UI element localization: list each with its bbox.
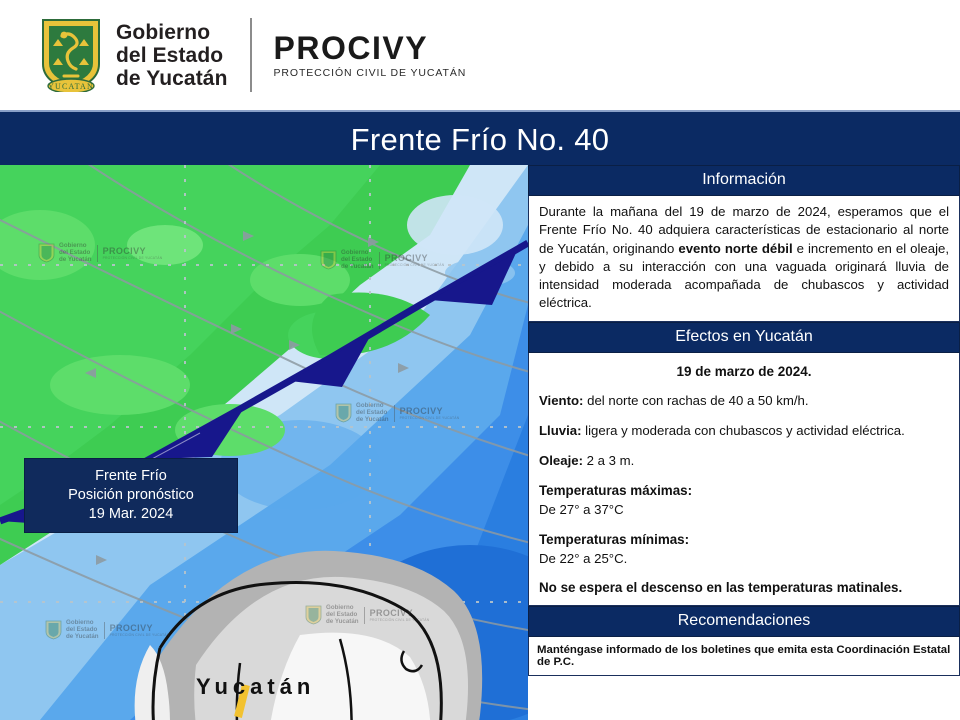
efectos-value: ligera y moderada con chubascos y activi… (581, 422, 905, 438)
temp-min-value: De 22° a 25°C. (539, 550, 628, 566)
gov-line-1: Gobierno (116, 20, 211, 44)
efectos-label: Oleaje: (539, 452, 583, 468)
temp-max-label: Temperaturas máximas: (539, 482, 693, 498)
callout-line-3: 19 Mar. 2024 (88, 506, 174, 522)
callout-line-2: Posición pronóstico (68, 487, 194, 503)
efectos-label: Viento: (539, 392, 584, 408)
efectos-note: No se espera el descenso en las temperat… (539, 579, 903, 595)
forecast-map[interactable]: Gobierno del Estado de Yucatán PROCIVY P… (0, 165, 528, 720)
page-header: YUCATAN Gobierno del Estado de Yucatán P… (0, 0, 960, 110)
government-wordmark: Gobierno del Estado de Yucatán (116, 21, 228, 90)
map-graphic (0, 165, 528, 720)
front-position-callout: Frente Frío Posición pronóstico 19 Mar. … (24, 458, 238, 533)
gov-line-3: de Yucatán (116, 66, 228, 90)
section-header-efectos: Efectos en Yucatán (528, 321, 960, 353)
procivy-wordmark: PROCIVY (273, 30, 429, 66)
page-title: Frente Frío No. 40 (350, 121, 610, 157)
efectos-row-lluvia: Lluvia: ligera y moderada con chubascos … (539, 422, 949, 439)
section-body-informacion: Durante la mañana del 19 de marzo de 202… (528, 196, 960, 322)
shield-motto: YUCATAN (48, 82, 94, 91)
efectos-row-oleaje: Oleaje: 2 a 3 m. (539, 452, 949, 469)
procivy-subtitle: PROTECCIÓN CIVIL DE YUCATÁN (273, 67, 467, 79)
efectos-temperaturas-maximas: Temperaturas máximas: De 27° a 37°C (539, 482, 949, 518)
temp-max-value: De 27° a 37°C (539, 501, 624, 517)
section-header-informacion: Información (528, 165, 960, 196)
temp-min-label: Temperaturas mínimas: (539, 531, 690, 547)
region-label-yucatan: Yucatán (196, 674, 316, 699)
section-header-recomendaciones: Recomendaciones (528, 605, 960, 637)
yucatan-coat-of-arms-icon: YUCATAN (40, 18, 102, 92)
informacion-text-bold: evento norte débil (678, 240, 793, 256)
efectos-label: Lluvia: (539, 422, 582, 438)
efectos-temperaturas-minimas: Temperaturas mínimas: De 22° a 25°C. (539, 531, 949, 567)
informacion-text-before: Durante la mañana del 19 de marzo de 202… (539, 204, 949, 256)
callout-line-1: Frente Frío (95, 468, 167, 484)
gov-line-2: del Estado (116, 43, 224, 67)
bulletin-title-bar: Frente Frío No. 40 (0, 110, 960, 167)
informacion-text-after: e incremento en el oleaje, y debido a su… (539, 240, 950, 311)
informacion-paragraph: Durante la mañana del 19 de marzo de 202… (539, 203, 949, 313)
section-body-recomendaciones: Manténgase informado de los boletines qu… (528, 636, 960, 676)
section-body-efectos: 19 de marzo de 2024. Viento: del norte c… (528, 352, 960, 606)
efectos-value: 2 a 3 m. (582, 452, 635, 468)
header-divider (249, 18, 252, 92)
efectos-row-viento: Viento: del norte con rachas de 40 a 50 … (539, 392, 949, 409)
bulletin-panels: Información Durante la mañana del 19 de … (528, 165, 960, 720)
efectos-value: del norte con rachas de 40 a 50 km/h. (583, 392, 809, 408)
efectos-date: 19 de marzo de 2024. (676, 363, 812, 379)
procivy-brand: PROCIVY PROTECCIÓN CIVIL DE YUCATÁN (274, 31, 467, 79)
